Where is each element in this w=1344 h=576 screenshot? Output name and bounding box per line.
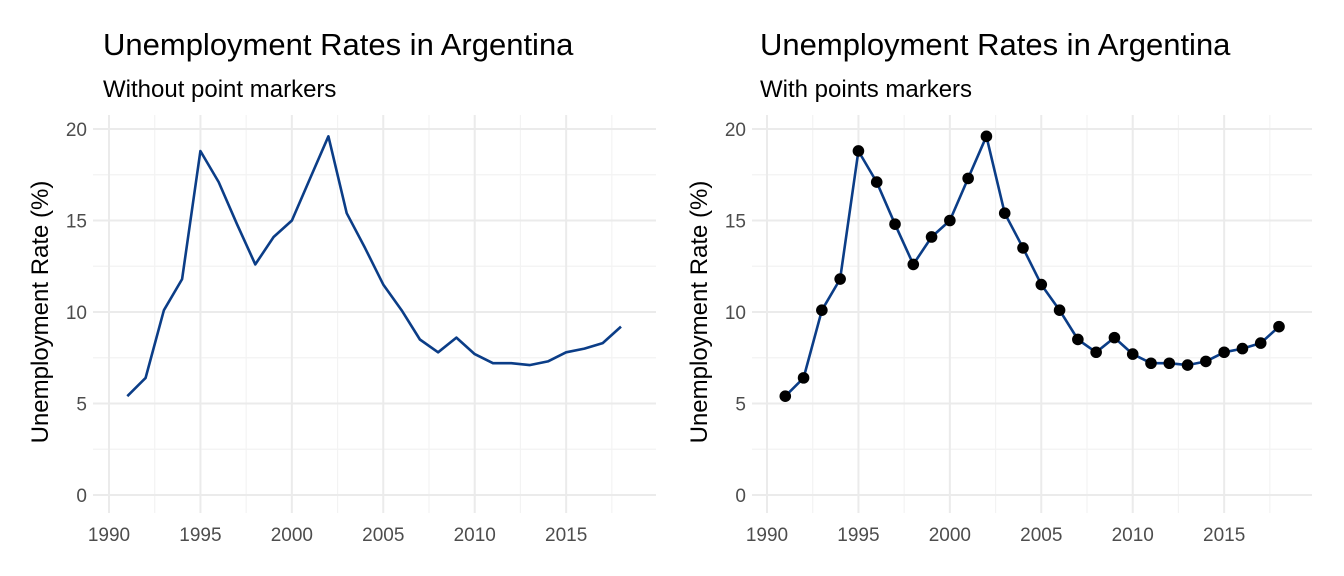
x-tick-label: 2005: [362, 525, 404, 546]
data-point: [834, 273, 846, 285]
y-tick-label: 15: [66, 212, 87, 233]
y-tick-label: 10: [725, 303, 746, 324]
data-point: [962, 172, 974, 185]
y-tick-label: 5: [735, 395, 746, 416]
data-point: [797, 372, 810, 384]
chart-panel-with-markers: Unemployment Rates in Argentina With poi…: [686, 27, 1312, 546]
x-tick-label: 1990: [746, 525, 788, 546]
data-point: [1126, 348, 1139, 360]
data-point: [816, 304, 828, 316]
data-point: [1254, 337, 1267, 349]
x-tick-label: 2000: [271, 525, 313, 546]
x-tick-label: 1990: [88, 525, 130, 546]
x-tick-label: 2005: [1020, 525, 1062, 546]
data-point: [907, 258, 920, 271]
y-axis-label: Unemployment Rate (%): [686, 181, 713, 444]
chart-title: Unemployment Rates in Argentina: [760, 27, 1231, 62]
x-tick-label: 2010: [454, 525, 496, 546]
chart-title: Unemployment Rates in Argentina: [103, 27, 574, 62]
x-tick-label: 2010: [1112, 525, 1154, 546]
data-point: [1145, 357, 1157, 370]
x-tick-label: 2000: [929, 525, 971, 546]
data-point: [980, 130, 993, 143]
y-tick-label: 10: [66, 303, 87, 324]
data-point: [1017, 242, 1029, 254]
chart-subtitle: Without point markers: [103, 76, 336, 103]
data-point: [1053, 304, 1066, 316]
x-tick-label: 1995: [179, 525, 221, 546]
y-tick-label: 0: [76, 486, 87, 507]
y-tick-label: 20: [66, 120, 87, 141]
series-line: [784, 135, 1280, 398]
chart-panel-without-markers: Unemployment Rates in Argentina Without …: [27, 27, 656, 546]
data-point: [779, 390, 792, 402]
y-tick-label: 5: [76, 395, 87, 416]
data-point: [1273, 320, 1285, 333]
data-point: [1181, 359, 1194, 371]
x-tick-label: 1995: [837, 525, 879, 546]
data-point: [1108, 331, 1121, 344]
data-point: [1200, 355, 1212, 368]
y-tick-label: 0: [735, 486, 746, 507]
y-axis-label: Unemployment Rate (%): [27, 181, 54, 444]
data-point: [1236, 342, 1249, 355]
chart-subtitle: With points markers: [760, 76, 972, 103]
data-point: [889, 218, 901, 230]
y-tick-label: 15: [725, 212, 746, 233]
data-point: [1163, 357, 1176, 370]
x-tick-label: 2015: [1203, 525, 1245, 546]
data-point: [944, 214, 956, 227]
data-point: [1218, 346, 1230, 359]
data-point: [1090, 346, 1102, 359]
data-point: [1035, 278, 1048, 291]
data-point: [870, 176, 883, 188]
data-point: [998, 207, 1011, 219]
data-point: [852, 145, 865, 157]
x-tick-label: 2015: [545, 525, 587, 546]
y-tick-label: 20: [725, 120, 746, 141]
data-point: [1072, 333, 1084, 346]
data-point: [925, 231, 938, 243]
series-line: [126, 135, 622, 398]
